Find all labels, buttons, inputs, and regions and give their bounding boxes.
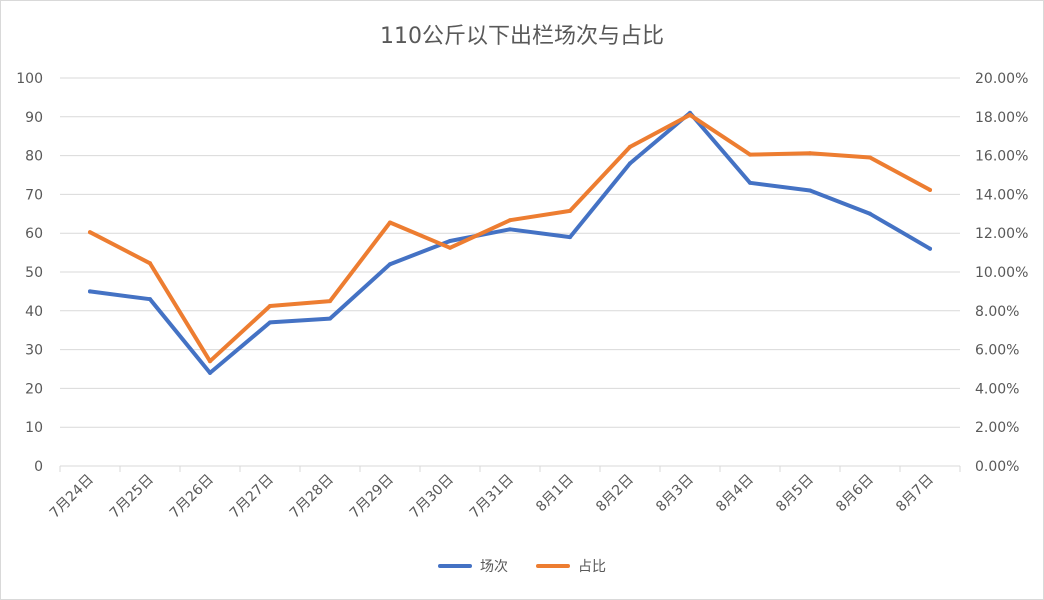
data-point-changci	[268, 320, 272, 325]
y-right-tick-label: 2.00%	[975, 420, 1019, 436]
data-point-zhanbi	[388, 220, 392, 225]
x-tick-label: 8月6日	[833, 472, 877, 516]
data-point-changci	[88, 289, 92, 294]
legend-label-zhanbi: 占比	[578, 559, 606, 575]
data-point-changci	[628, 161, 632, 166]
x-tick-label: 8月3日	[653, 472, 697, 516]
legend-swatch-zhanbi	[536, 564, 570, 568]
legend-label-changci: 场次	[480, 559, 508, 575]
y-left-tick-label: 10	[25, 420, 43, 436]
y-right-tick-label: 4.00%	[975, 381, 1019, 397]
data-point-zhanbi	[448, 245, 452, 250]
x-tick-label: 7月31日	[467, 472, 517, 522]
data-point-zhanbi	[268, 303, 272, 308]
data-point-zhanbi	[508, 218, 512, 223]
y-right-tick-label: 18.00%	[975, 110, 1028, 126]
data-point-zhanbi	[88, 230, 92, 235]
y-left-tick-label: 40	[25, 304, 43, 320]
x-tick-label: 8月1日	[533, 472, 577, 516]
data-point-zhanbi	[208, 359, 212, 364]
x-tick-label: 7月27日	[227, 472, 277, 522]
x-tick-label: 7月28日	[287, 472, 337, 522]
y-right-tick-label: 0.00%	[975, 459, 1019, 475]
x-tick-label: 8月2日	[593, 472, 637, 516]
y-left-tick-label: 90	[25, 110, 43, 126]
y-left-tick-label: 100	[16, 71, 43, 87]
y-left-tick-label: 0	[34, 459, 43, 475]
x-tick-label: 7月30日	[407, 472, 457, 522]
series-line-zhanbi	[88, 112, 932, 364]
y-axis-right: 0.00% 2.00% 4.00% 6.00% 8.00% 10.00% 12.00% 14.…	[975, 71, 1028, 475]
data-point-zhanbi	[748, 152, 752, 157]
y-right-tick-label: 6.00%	[975, 343, 1019, 359]
data-point-changci	[568, 235, 572, 240]
data-point-changci	[448, 238, 452, 243]
x-axis: 7月24日 7月25日 7月26日 7月27日 7月28日 7月29日 7月30日 7月31日…	[47, 465, 961, 522]
y-right-tick-label: 8.00%	[975, 304, 1019, 320]
data-point-zhanbi	[688, 112, 692, 117]
y-left-tick-label: 50	[25, 265, 43, 281]
y-left-tick-label: 70	[25, 187, 43, 203]
legend: 场次 占比	[0, 556, 1044, 576]
x-tick-label: 7月26日	[167, 472, 217, 522]
data-point-changci	[388, 262, 392, 267]
x-tick-label: 7月25日	[107, 472, 157, 522]
x-tick-label: 7月24日	[47, 472, 97, 522]
legend-swatch-changci	[438, 564, 472, 568]
data-point-changci	[748, 180, 752, 185]
data-point-zhanbi	[148, 261, 152, 266]
data-point-changci	[328, 316, 332, 321]
legend-item-changci: 场次	[438, 556, 508, 576]
x-tick-label: 8月4日	[713, 472, 757, 516]
y-left-tick-label: 60	[25, 226, 43, 242]
x-tick-label: 7月29日	[347, 472, 397, 522]
series-lines	[88, 110, 932, 375]
data-point-changci	[148, 297, 152, 302]
data-point-changci	[208, 370, 212, 375]
data-point-zhanbi	[628, 144, 632, 149]
gridlines	[60, 77, 960, 428]
data-point-changci	[508, 227, 512, 232]
y-right-tick-label: 20.00%	[975, 71, 1028, 87]
data-point-changci	[868, 211, 872, 216]
y-left-tick-label: 80	[25, 149, 43, 165]
y-left-tick-label: 30	[25, 343, 43, 359]
data-point-zhanbi	[928, 187, 932, 192]
data-point-zhanbi	[808, 151, 812, 156]
y-left-tick-label: 20	[25, 381, 43, 397]
data-point-zhanbi	[328, 299, 332, 304]
y-right-tick-label: 14.00%	[975, 187, 1028, 203]
x-tick-label: 8月5日	[773, 472, 817, 516]
chart-title: 110公斤以下出栏场次与占比	[380, 24, 664, 49]
legend-item-zhanbi: 占比	[536, 556, 606, 576]
y-right-tick-label: 12.00%	[975, 226, 1028, 242]
x-tick-label: 8月7日	[893, 472, 937, 516]
data-point-zhanbi	[868, 155, 872, 160]
data-point-changci	[808, 188, 812, 193]
y-right-tick-label: 10.00%	[975, 265, 1028, 281]
data-point-changci	[928, 246, 932, 251]
y-right-tick-label: 16.00%	[975, 149, 1028, 165]
y-axis-left: 0 10 20 30 40 50 60 70 80 90 100	[16, 71, 43, 475]
data-point-zhanbi	[568, 208, 572, 213]
